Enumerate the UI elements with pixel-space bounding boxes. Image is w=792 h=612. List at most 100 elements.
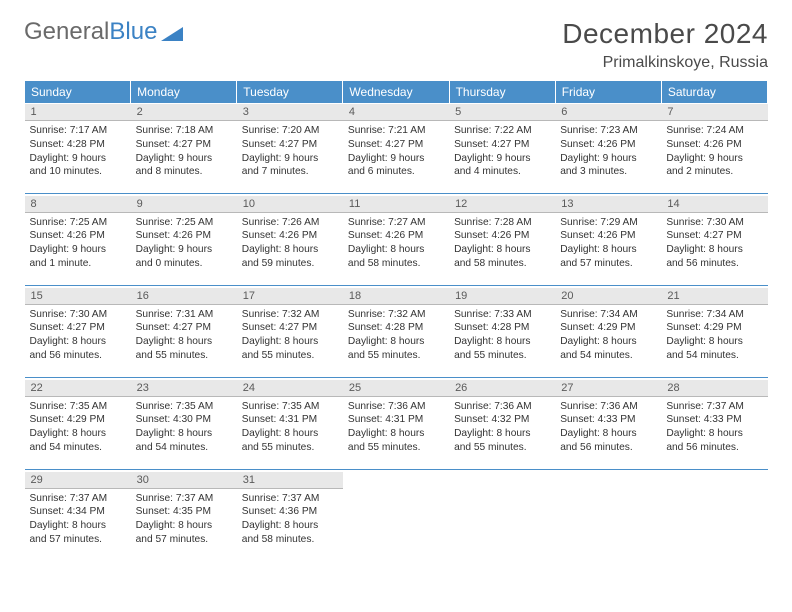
weekday-header: Friday: [555, 81, 661, 104]
daylight-line: Daylight: 8 hours and 54 minutes.: [136, 427, 232, 455]
sunset-line: Sunset: 4:33 PM: [666, 413, 762, 427]
calendar-week-row: 8Sunrise: 7:25 AMSunset: 4:26 PMDaylight…: [25, 196, 768, 286]
calendar-week-row: 1Sunrise: 7:17 AMSunset: 4:28 PMDaylight…: [25, 104, 768, 194]
calendar-day-cell: 10Sunrise: 7:26 AMSunset: 4:26 PMDayligh…: [237, 196, 343, 286]
daylight-line: Daylight: 9 hours and 6 minutes.: [348, 152, 444, 180]
day-content: Sunrise: 7:31 AMSunset: 4:27 PMDaylight:…: [131, 305, 237, 367]
daylight-line: Daylight: 8 hours and 54 minutes.: [666, 335, 762, 363]
daylight-line: Daylight: 9 hours and 10 minutes.: [30, 152, 126, 180]
day-number: 17: [237, 288, 343, 305]
sunrise-line: Sunrise: 7:30 AM: [30, 308, 126, 322]
daylight-line: Daylight: 8 hours and 57 minutes.: [136, 519, 232, 547]
sunset-line: Sunset: 4:27 PM: [666, 229, 762, 243]
daylight-line: Daylight: 8 hours and 55 minutes.: [242, 427, 338, 455]
daylight-line: Daylight: 8 hours and 55 minutes.: [136, 335, 232, 363]
day-content: Sunrise: 7:25 AMSunset: 4:26 PMDaylight:…: [25, 213, 131, 275]
logo-text-2: Blue: [109, 18, 157, 46]
empty-day: [555, 472, 661, 562]
daylight-line: Daylight: 8 hours and 58 minutes.: [454, 243, 550, 271]
day-number: 3: [237, 104, 343, 121]
sunset-line: Sunset: 4:26 PM: [560, 229, 656, 243]
sunset-line: Sunset: 4:35 PM: [136, 505, 232, 519]
day-number: 30: [131, 472, 237, 489]
sunrise-line: Sunrise: 7:35 AM: [136, 400, 232, 414]
day-content: Sunrise: 7:36 AMSunset: 4:33 PMDaylight:…: [555, 397, 661, 459]
calendar-day-cell: 8Sunrise: 7:25 AMSunset: 4:26 PMDaylight…: [25, 196, 131, 286]
sunrise-line: Sunrise: 7:37 AM: [136, 492, 232, 506]
sunset-line: Sunset: 4:27 PM: [348, 138, 444, 152]
location: Primalkinskoye, Russia: [562, 54, 768, 72]
calendar-day-cell: 3Sunrise: 7:20 AMSunset: 4:27 PMDaylight…: [237, 104, 343, 194]
sunrise-line: Sunrise: 7:35 AM: [30, 400, 126, 414]
sunrise-line: Sunrise: 7:34 AM: [666, 308, 762, 322]
weekday-header: Tuesday: [237, 81, 343, 104]
daylight-line: Daylight: 9 hours and 7 minutes.: [242, 152, 338, 180]
day-content: Sunrise: 7:36 AMSunset: 4:32 PMDaylight:…: [449, 397, 555, 459]
sunset-line: Sunset: 4:27 PM: [30, 321, 126, 335]
sunrise-line: Sunrise: 7:25 AM: [30, 216, 126, 230]
day-number: 21: [661, 288, 767, 305]
weekday-header: Saturday: [661, 81, 767, 104]
sunrise-line: Sunrise: 7:34 AM: [560, 308, 656, 322]
day-content: Sunrise: 7:23 AMSunset: 4:26 PMDaylight:…: [555, 121, 661, 183]
calendar-day-cell: 9Sunrise: 7:25 AMSunset: 4:26 PMDaylight…: [131, 196, 237, 286]
weekday-row: Sunday Monday Tuesday Wednesday Thursday…: [25, 81, 768, 104]
calendar-day-cell: 23Sunrise: 7:35 AMSunset: 4:30 PMDayligh…: [131, 380, 237, 470]
sunset-line: Sunset: 4:27 PM: [242, 321, 338, 335]
daylight-line: Daylight: 8 hours and 55 minutes.: [348, 335, 444, 363]
calendar-week-row: 29Sunrise: 7:37 AMSunset: 4:34 PMDayligh…: [25, 472, 768, 562]
day-number: 9: [131, 196, 237, 213]
sunset-line: Sunset: 4:28 PM: [348, 321, 444, 335]
calendar-day-cell: 22Sunrise: 7:35 AMSunset: 4:29 PMDayligh…: [25, 380, 131, 470]
sunset-line: Sunset: 4:26 PM: [242, 229, 338, 243]
sunset-line: Sunset: 4:27 PM: [136, 138, 232, 152]
sunset-line: Sunset: 4:28 PM: [30, 138, 126, 152]
calendar-day-cell: 18Sunrise: 7:32 AMSunset: 4:28 PMDayligh…: [343, 288, 449, 378]
day-number: 6: [555, 104, 661, 121]
calendar-day-cell: 25Sunrise: 7:36 AMSunset: 4:31 PMDayligh…: [343, 380, 449, 470]
sunset-line: Sunset: 4:31 PM: [348, 413, 444, 427]
day-number: 25: [343, 380, 449, 397]
day-content: Sunrise: 7:33 AMSunset: 4:28 PMDaylight:…: [449, 305, 555, 367]
weekday-header: Monday: [131, 81, 237, 104]
calendar-day-cell: 21Sunrise: 7:34 AMSunset: 4:29 PMDayligh…: [661, 288, 767, 378]
day-content: Sunrise: 7:35 AMSunset: 4:29 PMDaylight:…: [25, 397, 131, 459]
day-number: 28: [661, 380, 767, 397]
day-number: 12: [449, 196, 555, 213]
day-number: 24: [237, 380, 343, 397]
sunrise-line: Sunrise: 7:37 AM: [666, 400, 762, 414]
day-content: Sunrise: 7:37 AMSunset: 4:36 PMDaylight:…: [237, 489, 343, 551]
daylight-line: Daylight: 8 hours and 58 minutes.: [348, 243, 444, 271]
day-number: 15: [25, 288, 131, 305]
calendar-day-cell: 29Sunrise: 7:37 AMSunset: 4:34 PMDayligh…: [25, 472, 131, 562]
daylight-line: Daylight: 8 hours and 58 minutes.: [242, 519, 338, 547]
sunrise-line: Sunrise: 7:36 AM: [454, 400, 550, 414]
daylight-line: Daylight: 9 hours and 3 minutes.: [560, 152, 656, 180]
sunset-line: Sunset: 4:27 PM: [136, 321, 232, 335]
sunrise-line: Sunrise: 7:29 AM: [560, 216, 656, 230]
logo-triangle-icon: [161, 23, 183, 41]
sunrise-line: Sunrise: 7:23 AM: [560, 124, 656, 138]
day-content: Sunrise: 7:30 AMSunset: 4:27 PMDaylight:…: [25, 305, 131, 367]
logo-text-1: General: [24, 18, 109, 46]
day-content: Sunrise: 7:34 AMSunset: 4:29 PMDaylight:…: [555, 305, 661, 367]
sunset-line: Sunset: 4:28 PM: [454, 321, 550, 335]
day-number: 1: [25, 104, 131, 121]
sunrise-line: Sunrise: 7:30 AM: [666, 216, 762, 230]
sunrise-line: Sunrise: 7:22 AM: [454, 124, 550, 138]
sunset-line: Sunset: 4:29 PM: [30, 413, 126, 427]
sunset-line: Sunset: 4:26 PM: [348, 229, 444, 243]
day-content: Sunrise: 7:32 AMSunset: 4:28 PMDaylight:…: [343, 305, 449, 367]
day-content: Sunrise: 7:32 AMSunset: 4:27 PMDaylight:…: [237, 305, 343, 367]
daylight-line: Daylight: 8 hours and 56 minutes.: [666, 427, 762, 455]
calendar-day-cell: 4Sunrise: 7:21 AMSunset: 4:27 PMDaylight…: [343, 104, 449, 194]
day-number: 16: [131, 288, 237, 305]
daylight-line: Daylight: 8 hours and 55 minutes.: [242, 335, 338, 363]
sunset-line: Sunset: 4:29 PM: [560, 321, 656, 335]
calendar-week-row: 15Sunrise: 7:30 AMSunset: 4:27 PMDayligh…: [25, 288, 768, 378]
daylight-line: Daylight: 9 hours and 0 minutes.: [136, 243, 232, 271]
calendar-day-cell: 16Sunrise: 7:31 AMSunset: 4:27 PMDayligh…: [131, 288, 237, 378]
day-content: Sunrise: 7:20 AMSunset: 4:27 PMDaylight:…: [237, 121, 343, 183]
calendar-day-cell: 5Sunrise: 7:22 AMSunset: 4:27 PMDaylight…: [449, 104, 555, 194]
sunrise-line: Sunrise: 7:17 AM: [30, 124, 126, 138]
